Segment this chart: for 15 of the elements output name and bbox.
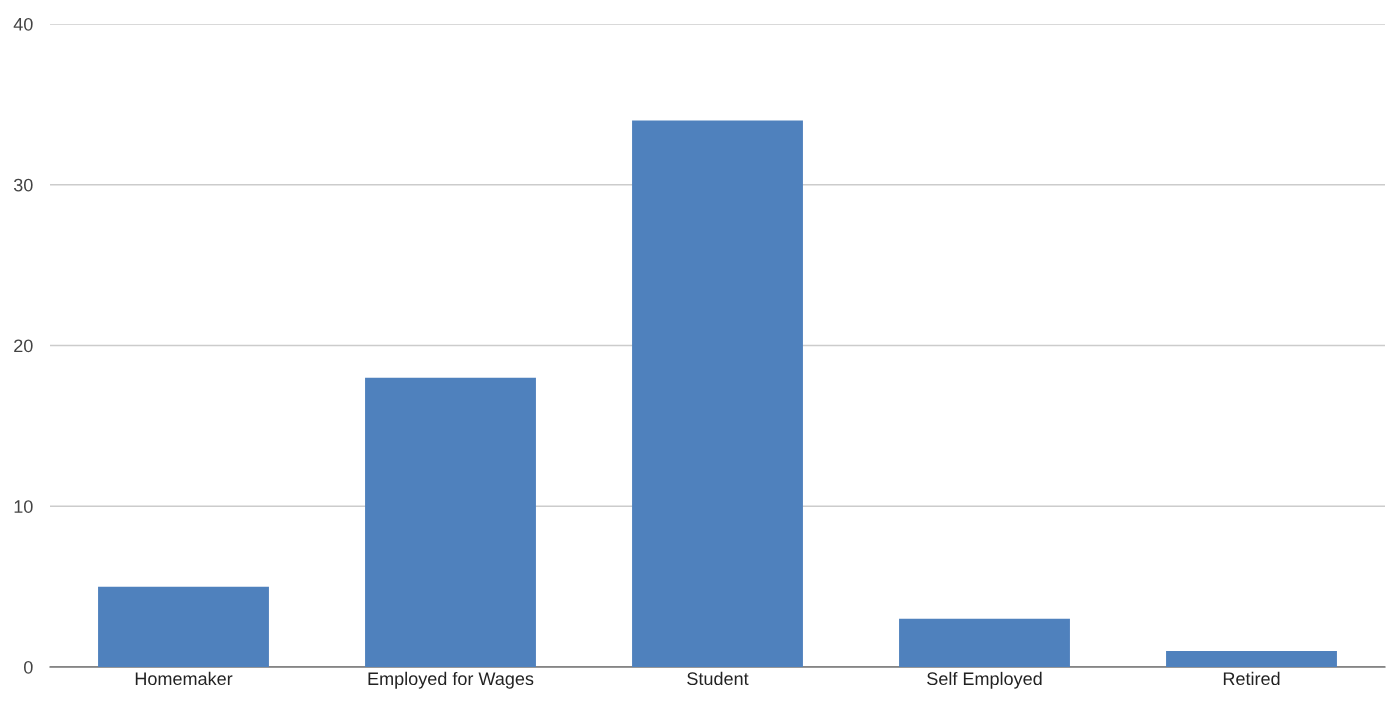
y-tick-label: 10	[14, 500, 33, 513]
x-tick-label: Retired	[1223, 671, 1280, 686]
bar	[365, 377, 536, 667]
x-tick-label: Employed for Wages	[368, 671, 534, 689]
bar	[899, 618, 1070, 667]
y-tick-label: 30	[13, 178, 33, 192]
bar	[1166, 650, 1337, 667]
bar	[98, 586, 269, 667]
bar	[632, 120, 803, 667]
x-tick-label: Self Employed	[927, 671, 1042, 689]
x-tick-label: Student	[687, 671, 749, 686]
x-tick-label: Homemaker	[135, 671, 233, 686]
y-tick-label: 40	[13, 17, 33, 31]
y-tick-label: 20	[14, 339, 33, 353]
y-tick-label: 0	[24, 660, 33, 674]
